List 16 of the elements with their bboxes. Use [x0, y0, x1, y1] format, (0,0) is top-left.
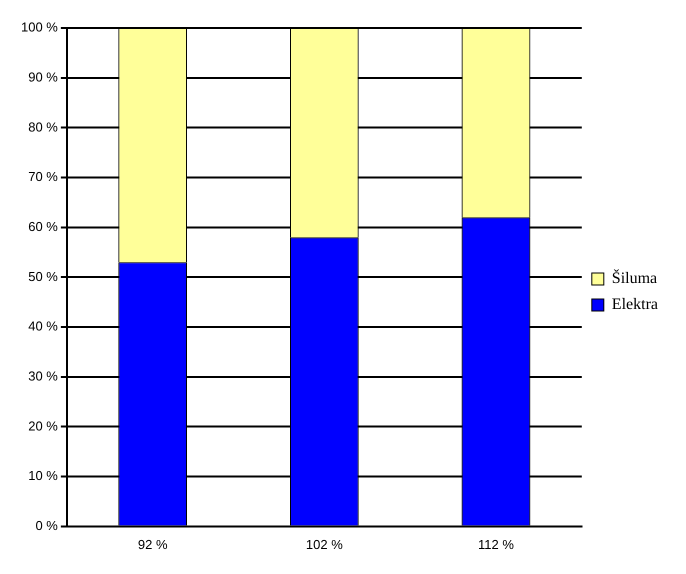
y-tick-label: 90 % — [28, 69, 58, 84]
y-tick-label: 50 % — [28, 268, 58, 284]
x-tick-label: 112 % — [478, 536, 514, 552]
y-tick-label: 40 % — [28, 318, 58, 334]
y-tick-label: 30 % — [28, 368, 58, 384]
y-tick-label: 70 % — [28, 169, 58, 184]
x-tick-label: 102 % — [306, 536, 344, 552]
legend-label: Šiluma — [612, 269, 658, 288]
x-tick-label: 92 % — [138, 536, 168, 552]
y-tick-label: 10 % — [28, 468, 58, 484]
y-tick-label: 0 % — [35, 518, 58, 533]
y-tick-label: 60 % — [28, 218, 58, 234]
y-tick-label: 100 % — [20, 20, 58, 35]
legend-label: Elektra — [612, 296, 658, 314]
y-tick-label: 80 % — [28, 119, 58, 134]
y-tick-label: 20 % — [28, 418, 58, 434]
